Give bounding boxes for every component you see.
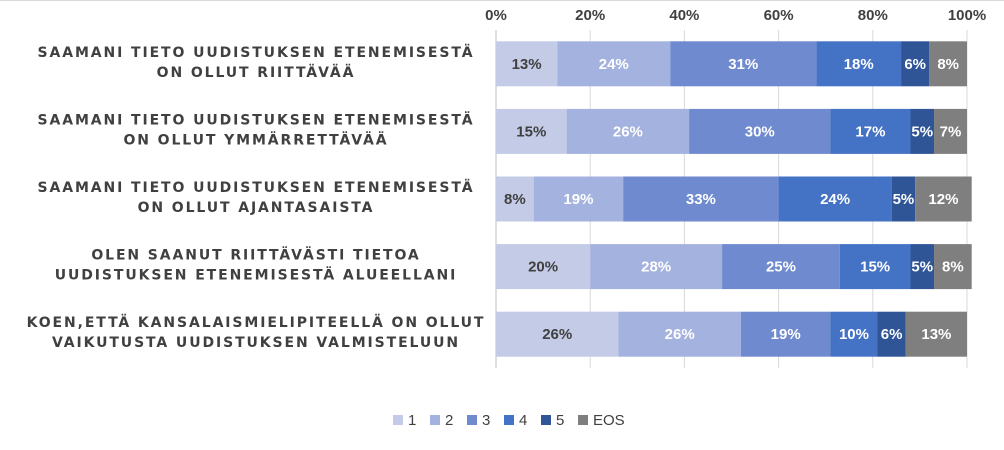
bar-segment <box>533 176 624 222</box>
category-label: UUDISTUKSEN ETENEMISESTÄ ALUEELLANI <box>55 267 458 284</box>
legend-label: EOS <box>593 412 625 429</box>
bar-segment <box>496 311 619 357</box>
data-label: 19% <box>771 326 801 343</box>
legend-swatch <box>541 415 551 425</box>
legend: 1 2 3 4 5 EOS <box>393 412 625 429</box>
data-label: 33% <box>686 191 716 208</box>
bar-segment <box>915 176 972 222</box>
data-label: 13% <box>512 56 542 73</box>
bar-segment <box>910 108 935 154</box>
x-tick-label: 40% <box>669 7 699 24</box>
data-label: 8% <box>504 191 526 208</box>
legend-label: 4 <box>519 412 527 429</box>
data-label: 18% <box>844 56 874 73</box>
bar-segment <box>934 244 972 290</box>
legend-label: 1 <box>408 412 416 429</box>
bar-segment <box>778 176 892 222</box>
bar-segment <box>877 311 906 357</box>
category-label: ON OLLUT YMMÄRRETTÄVÄÄ <box>123 131 388 148</box>
bar-segment <box>905 311 967 357</box>
category-label: KOEN,ETTÄ KANSALAISMIELIPITEELLÄ ON OLLU… <box>27 314 486 331</box>
category-label: ON OLLUT AJANTASAISTA <box>138 200 375 216</box>
bars <box>496 41 972 357</box>
data-label: 6% <box>881 326 903 343</box>
category-label: SAAMANI TIETO UUDISTUKSEN ETENEMISESTÄ <box>38 111 475 128</box>
data-label: 8% <box>942 259 964 276</box>
data-label: 6% <box>904 56 926 73</box>
category-label: ON OLLUT RIITTÄVÄÄ <box>157 64 356 81</box>
bar-segment <box>618 311 741 357</box>
bar-segment <box>557 41 671 87</box>
data-label: 15% <box>860 259 890 276</box>
data-label: 25% <box>766 259 796 276</box>
data-label: 10% <box>839 326 869 343</box>
data-label: 19% <box>563 191 593 208</box>
legend-swatch <box>578 415 588 425</box>
bar-segment <box>496 108 567 154</box>
bar-segment <box>722 244 840 290</box>
bar-segment <box>590 244 723 290</box>
legend-swatch <box>430 415 440 425</box>
bar-segment <box>496 176 534 222</box>
bar-segment <box>566 108 690 154</box>
x-tick-label: 0% <box>485 7 507 24</box>
legend-label: 2 <box>445 412 453 429</box>
bar-segment <box>839 244 911 290</box>
data-label: 7% <box>940 123 962 140</box>
legend-label: 5 <box>556 412 564 429</box>
x-tick-label: 100% <box>948 7 986 24</box>
x-axis-ticks: 0% 20% 40% 60% 80% 100% <box>485 7 986 24</box>
category-label: SAAMANI TIETO UUDISTUKSEN ETENEMISESTÄ <box>38 44 475 61</box>
bar-segment <box>670 41 817 87</box>
category-label: OLEN SAANUT RIITTÄVÄSTI TIETOA <box>91 247 420 264</box>
bar-segment <box>934 108 967 154</box>
bar-segment <box>901 41 930 87</box>
data-label: 24% <box>820 191 850 208</box>
bar-segment <box>740 311 831 357</box>
legend-label: 3 <box>482 412 490 429</box>
x-tick-label: 80% <box>858 7 888 24</box>
bar-segment <box>891 176 916 222</box>
bar-segment <box>496 41 558 87</box>
x-tick-label: 20% <box>575 7 605 24</box>
legend-swatch <box>504 415 514 425</box>
bar-segment <box>830 311 878 357</box>
data-label: 26% <box>665 326 695 343</box>
bar-segment <box>689 108 831 154</box>
bar-segment <box>623 176 779 222</box>
x-tick-label: 60% <box>764 7 794 24</box>
data-label: 13% <box>921 326 951 343</box>
data-label: 5% <box>911 123 933 140</box>
data-label: 26% <box>542 326 572 343</box>
bar-segment <box>830 108 911 154</box>
data-label: 12% <box>928 191 958 208</box>
data-label: 28% <box>641 259 671 276</box>
data-label: 17% <box>855 123 885 140</box>
data-label: 30% <box>745 123 775 140</box>
data-label: 20% <box>528 259 558 276</box>
data-label: 15% <box>516 123 546 140</box>
bar-segment <box>496 244 591 290</box>
category-labels: SAAMANI TIETO UUDISTUKSEN ETENEMISESTÄ ON… <box>27 44 486 351</box>
data-label: 5% <box>911 259 933 276</box>
legend-swatch <box>467 415 477 425</box>
category-label: SAAMANI TIETO UUDISTUKSEN ETENEMISESTÄ <box>38 179 475 196</box>
data-label: 5% <box>893 191 915 208</box>
category-label: VAIKUTUSTA UUDISTUKSEN VALMISTELUUN <box>52 335 460 351</box>
data-label: 8% <box>937 56 959 73</box>
bar-segment <box>929 41 967 87</box>
data-labels: 13% 24% 31% 18% 6% 8% 15% 26% 30% 17% 5% 7% 8% 19% 33%… <box>504 56 964 343</box>
legend-swatch <box>393 415 403 425</box>
bar-segment <box>816 41 902 87</box>
data-label: 31% <box>728 56 758 73</box>
bar-segment <box>910 244 935 290</box>
data-label: 26% <box>613 123 643 140</box>
data-label: 24% <box>599 56 629 73</box>
